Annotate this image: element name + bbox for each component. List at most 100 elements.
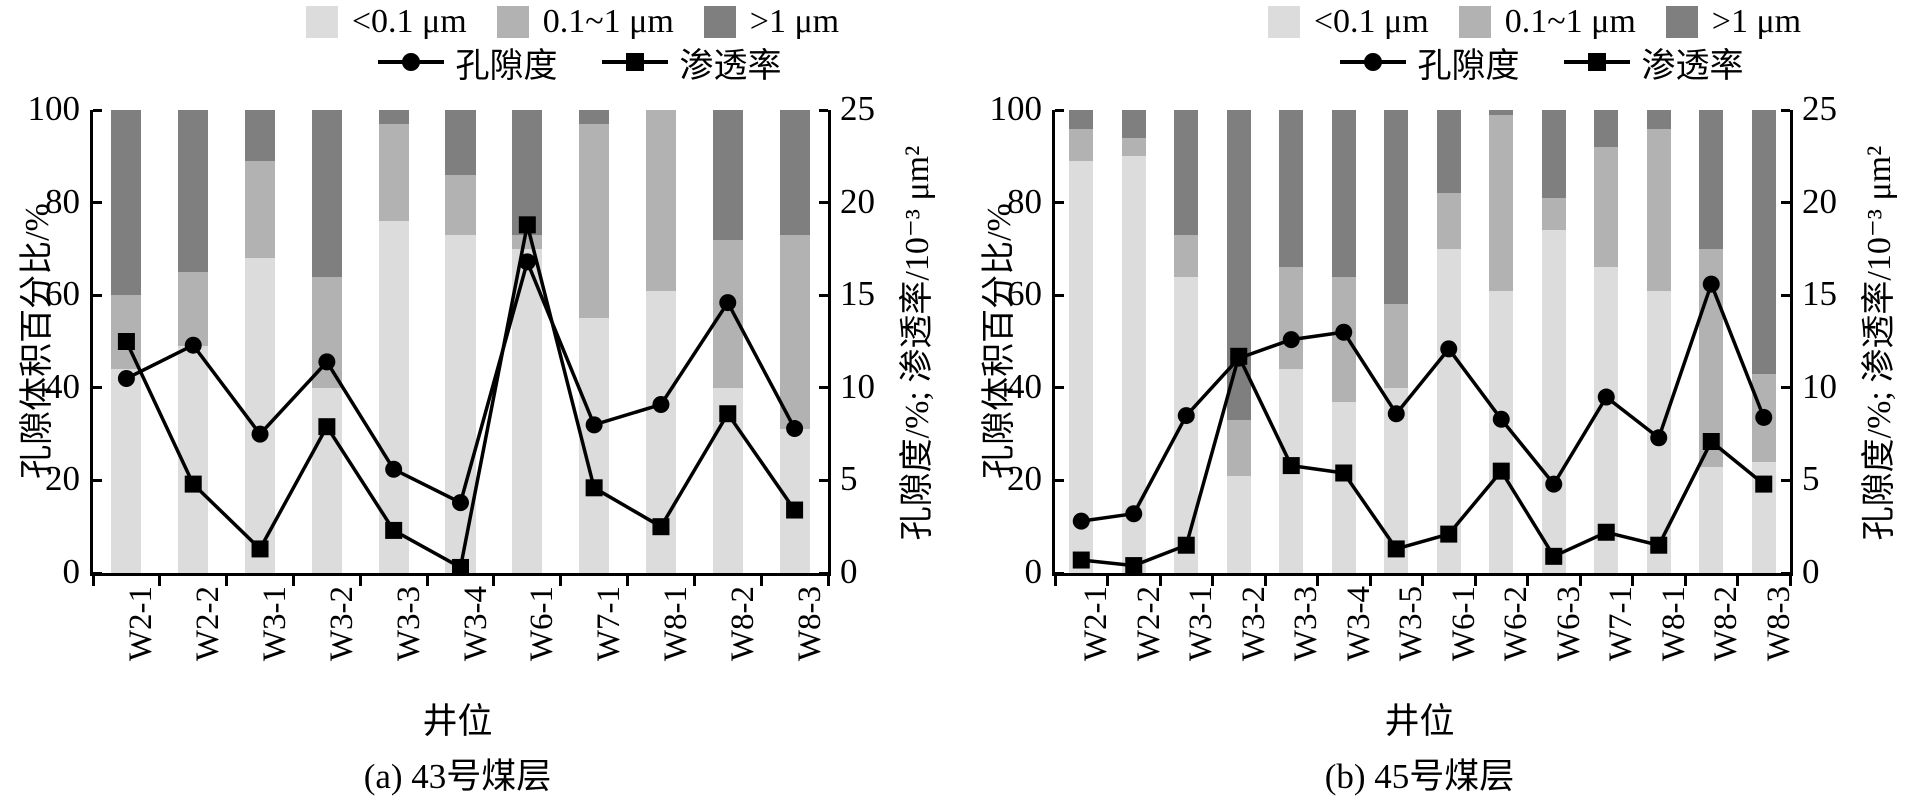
y-tick	[93, 201, 102, 205]
porosity-marker	[1545, 475, 1563, 493]
panel-a: <0.1 μm 0.1~1 μm >1 μm 孔隙度 渗透率 孔隙体积百分比/% 孔隙度…	[19, 3, 936, 796]
y-tick	[93, 386, 102, 390]
x-tick-label: W7-1	[1603, 586, 1640, 662]
y-tick	[93, 293, 102, 297]
permeability-marker	[1597, 523, 1615, 541]
x-tick-label: W8-3	[1760, 586, 1797, 662]
permeability-marker	[518, 216, 536, 234]
legend-label: 渗透率	[1641, 47, 1744, 85]
bar-segment	[245, 258, 276, 573]
porosity-marker	[1072, 512, 1090, 530]
legend-swatch-0.1m	[305, 6, 338, 38]
permeability-marker	[1545, 547, 1563, 565]
legend-label: <0.1 μm	[1313, 3, 1429, 40]
square-line-sample	[1563, 45, 1630, 79]
permeability-marker	[719, 405, 737, 423]
y-tick-label-left: 100	[989, 89, 1043, 128]
x-tick	[1316, 576, 1319, 586]
bar-segment	[1121, 137, 1146, 157]
legend-swatch-1m	[703, 6, 736, 38]
bar-segment	[1069, 110, 1094, 129]
x-tick	[91, 576, 95, 586]
bar-segment	[1646, 110, 1671, 129]
y-tick-label-right: 10	[840, 366, 875, 406]
x-tick	[1526, 576, 1529, 586]
x-axis-title: 井位	[422, 702, 493, 741]
bar-segment	[1646, 128, 1671, 291]
x-tick-label: W2-1	[123, 586, 160, 662]
bar-segment	[779, 429, 810, 573]
bar-segment	[1436, 248, 1461, 573]
bar-segment	[645, 110, 676, 291]
permeability-marker	[318, 418, 336, 436]
legend-label: <0.1 μm	[351, 3, 467, 40]
permeability-marker	[1230, 347, 1248, 365]
y-tick-label-right: 0	[1802, 552, 1820, 591]
bar-segment	[1594, 110, 1619, 148]
porosity-marker	[318, 353, 336, 371]
permeability-line	[124, 224, 797, 571]
x-tick	[626, 576, 630, 586]
permeability-marker	[1650, 536, 1668, 554]
y-tick-label-left: 80	[45, 181, 80, 221]
circle-line-sample	[377, 45, 444, 79]
bar-segment	[1751, 110, 1776, 374]
porosity-marker	[117, 370, 135, 388]
circle-line-sample	[1339, 45, 1406, 79]
y-tick-label-right: 0	[840, 552, 858, 591]
bar-segment	[1594, 267, 1619, 573]
square-marker-icon	[1587, 53, 1606, 71]
legend-row-lines: 孔隙度 渗透率	[1152, 42, 1887, 85]
bar-segment	[1384, 304, 1409, 388]
x-tick	[1578, 576, 1582, 586]
x-tick	[425, 576, 429, 586]
y-tick-label-right: 5	[1802, 459, 1820, 499]
x-tick-label: W3-4	[457, 586, 494, 662]
y-tick	[1781, 293, 1790, 297]
bar-segment	[1121, 156, 1146, 573]
bar-segment	[445, 174, 476, 236]
legend-swatch-1m	[1665, 6, 1698, 38]
permeability-marker	[1492, 462, 1510, 480]
y-tick-label-left: 40	[45, 366, 80, 406]
bar-segment	[512, 110, 543, 236]
x-tick-label: W2-2	[1130, 586, 1167, 662]
permeability-marker	[1072, 551, 1090, 569]
bar-segment	[1121, 110, 1146, 138]
legend-swatch-0.11m	[496, 6, 529, 38]
porosity-marker	[1702, 275, 1720, 293]
y-tick	[93, 571, 102, 575]
x-tick	[1263, 576, 1267, 586]
legend: <0.1 μm 0.1~1 μm >1 μm 孔隙度 渗透率	[1152, 2, 1887, 85]
permeability-marker	[585, 479, 603, 497]
y-tick-label-left: 80	[1007, 181, 1042, 221]
bar-segment	[1331, 401, 1356, 573]
x-tick-label: W3-2	[323, 586, 360, 662]
y-tick-label-right: 25	[840, 89, 875, 128]
bar-segment	[779, 235, 810, 430]
y-tick	[1781, 108, 1790, 112]
square-line-sample	[601, 45, 668, 79]
x-tick-label: W3-1	[257, 586, 294, 662]
bar-segment	[111, 110, 142, 296]
y-tick	[1781, 386, 1790, 390]
y-tick-label-right: 5	[840, 459, 858, 499]
x-tick-label: W2-1	[1078, 586, 1115, 662]
y-tick-label-right: 20	[1802, 181, 1837, 221]
bar-segment	[245, 160, 276, 259]
porosity-marker	[585, 416, 603, 434]
x-tick-label: W6-2	[1498, 586, 1535, 662]
x-tick-label: W3-1	[1183, 586, 1220, 662]
bar-segment	[1384, 387, 1409, 573]
porosity-marker	[184, 336, 202, 354]
permeability-marker	[1702, 433, 1720, 451]
y-tick	[1055, 478, 1064, 482]
bar-segment	[712, 110, 743, 240]
bar-segment	[1279, 110, 1304, 268]
legend-swatch-0.1m	[1267, 6, 1300, 38]
x-tick	[1158, 576, 1162, 586]
permeability-marker	[251, 540, 269, 558]
y-tick	[1055, 201, 1064, 205]
x-tick-label: W6-1	[1445, 586, 1482, 662]
